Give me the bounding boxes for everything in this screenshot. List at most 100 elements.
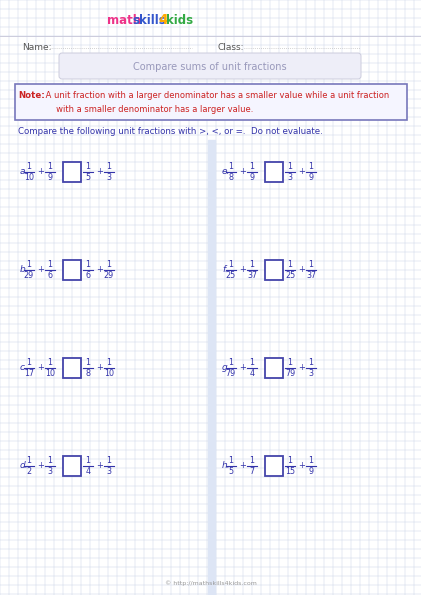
Text: A unit fraction with a larger denominator has a smaller value while a unit fract: A unit fraction with a larger denominato… [43,90,389,99]
Bar [265,456,283,476]
Text: 1: 1 [309,456,314,465]
Text: 6: 6 [85,271,91,280]
Text: 9: 9 [309,467,314,476]
Text: 1: 1 [288,162,293,171]
Text: 79: 79 [285,369,295,378]
Bar [265,260,283,280]
Bar [265,162,283,182]
Text: 25: 25 [285,271,295,280]
Text: 7: 7 [249,467,255,476]
Text: 1: 1 [288,358,293,367]
Text: 1: 1 [27,358,32,367]
Text: 79: 79 [226,369,236,378]
Text: 9: 9 [48,173,53,182]
Text: 8: 8 [85,369,91,378]
Text: 2: 2 [27,467,32,476]
Text: +: + [240,168,246,177]
Text: skills: skills [132,14,166,27]
Text: © http://mathskills4kids.com: © http://mathskills4kids.com [165,580,256,586]
Text: 10: 10 [104,369,114,378]
Bar [265,358,283,378]
Text: 1: 1 [250,358,255,367]
Text: 1: 1 [85,456,91,465]
Text: +: + [37,168,45,177]
Text: e.: e. [222,168,230,177]
Text: h.: h. [222,462,231,471]
Text: 10: 10 [45,369,55,378]
Text: +: + [298,168,306,177]
Text: 1: 1 [229,162,234,171]
Text: 1: 1 [27,456,32,465]
Text: 1: 1 [85,358,91,367]
Text: +: + [37,265,45,274]
Text: 8: 8 [229,173,234,182]
Text: 1: 1 [309,358,314,367]
Text: +: + [96,364,104,372]
Text: 1: 1 [309,260,314,269]
Bar [63,456,81,476]
Bar [208,140,215,595]
Text: Compare sums of unit fractions: Compare sums of unit fractions [133,62,287,72]
Text: 1: 1 [107,358,112,367]
Text: c.: c. [20,364,28,372]
Text: 10: 10 [24,173,34,182]
Text: 17: 17 [24,369,34,378]
Text: 4: 4 [250,369,255,378]
Text: math: math [107,14,141,27]
Text: with a smaller denominator has a larger value.: with a smaller denominator has a larger … [43,105,253,114]
Text: 1: 1 [250,162,255,171]
Text: +: + [240,265,246,274]
Text: 3: 3 [48,467,53,476]
Text: +: + [37,462,45,471]
Text: 37: 37 [306,271,316,280]
Text: g.: g. [222,364,231,372]
Bar [63,260,81,280]
Text: 1: 1 [250,456,255,465]
Text: d.: d. [20,462,29,471]
Text: Compare the following unit fractions with >, <, or =.  Do not evaluate.: Compare the following unit fractions wit… [18,127,323,136]
Text: 5: 5 [85,173,91,182]
Text: 1: 1 [107,162,112,171]
Bar [15,84,407,120]
Text: +: + [240,462,246,471]
Text: 6: 6 [48,271,53,280]
Text: 1: 1 [27,162,32,171]
Text: +: + [298,462,306,471]
Text: 1: 1 [107,456,112,465]
Text: 3: 3 [309,369,314,378]
FancyBboxPatch shape [59,53,361,79]
Text: 5: 5 [229,467,234,476]
Text: Name:: Name: [22,42,51,52]
Text: f.: f. [222,265,228,274]
Text: 25: 25 [226,271,236,280]
Text: 4: 4 [158,13,168,27]
Text: 37: 37 [247,271,257,280]
Text: 1: 1 [288,260,293,269]
Text: 1: 1 [229,358,234,367]
Text: 1: 1 [48,456,53,465]
Text: 29: 29 [104,271,114,280]
Text: 1: 1 [27,260,32,269]
Text: 1: 1 [48,260,53,269]
Text: 1: 1 [250,260,255,269]
Text: 1: 1 [288,456,293,465]
Text: 29: 29 [24,271,34,280]
Text: 9: 9 [249,173,255,182]
Text: +: + [96,265,104,274]
Bar [63,162,81,182]
Text: 1: 1 [107,260,112,269]
Text: 4: 4 [85,467,91,476]
Text: +: + [240,364,246,372]
Text: 3: 3 [107,467,112,476]
Text: 1: 1 [309,162,314,171]
Bar [63,358,81,378]
Text: 1: 1 [85,260,91,269]
Text: 3: 3 [288,173,293,182]
Text: 9: 9 [309,173,314,182]
Text: Class:: Class: [218,42,245,52]
Text: +: + [96,462,104,471]
Text: 3: 3 [107,173,112,182]
Text: +: + [298,364,306,372]
Text: 1: 1 [85,162,91,171]
Text: Note:: Note: [18,90,45,99]
